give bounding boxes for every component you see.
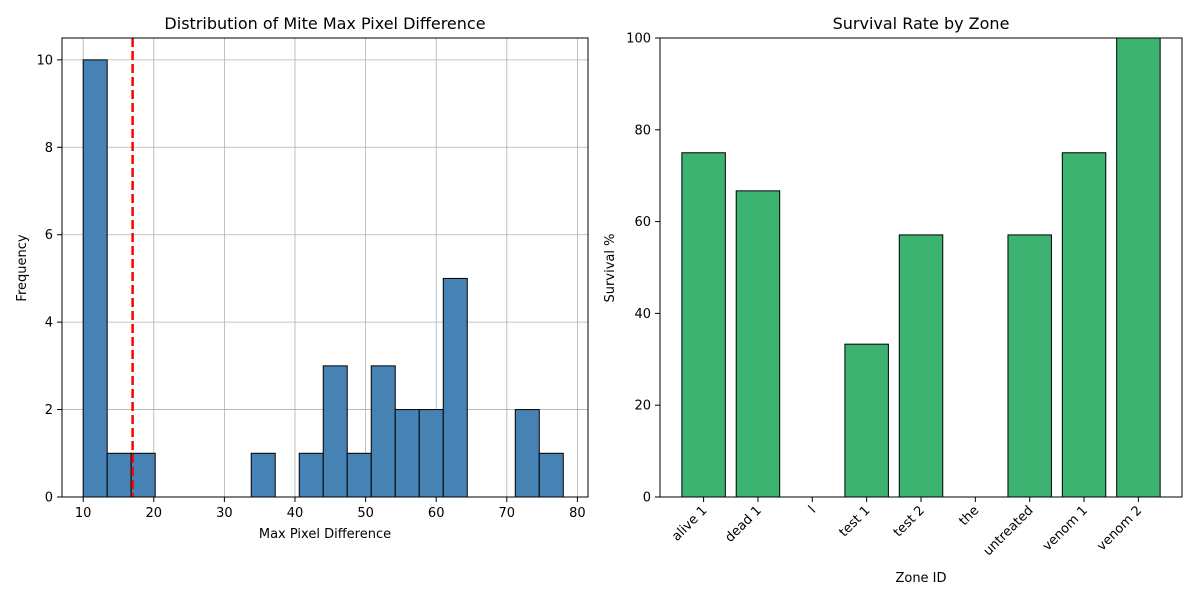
zone-tick-label: the — [956, 503, 982, 529]
histogram-bar — [250, 452, 276, 498]
survival-bar — [1061, 152, 1107, 498]
y-tick-label: 20 — [634, 399, 651, 414]
histogram-grid — [62, 38, 588, 498]
histogram-bar — [514, 409, 540, 498]
survival-title: Survival Rate by Zone — [833, 14, 1010, 33]
histogram-bar — [346, 452, 372, 498]
zone-tick-label: venom 1 — [1040, 503, 1091, 554]
survival-bar — [844, 343, 889, 498]
zone-tick-label: dead 1 — [722, 503, 764, 545]
y-tick-label: 60 — [634, 215, 651, 230]
histogram-bar — [130, 452, 156, 498]
histogram-bar — [538, 452, 564, 498]
y-tick-label: 6 — [45, 228, 53, 243]
y-tick-label: 4 — [45, 316, 53, 331]
survival-bar — [735, 190, 781, 498]
survival-xlabel: Zone ID — [895, 571, 946, 586]
histogram-ylabel: Frequency — [15, 234, 30, 301]
histogram-bar — [298, 452, 324, 498]
histogram-bar — [322, 365, 348, 498]
survival-ylabel: Survival % — [603, 234, 618, 303]
y-tick-label: 0 — [643, 491, 651, 506]
y-tick-label: 80 — [634, 123, 651, 138]
histogram-bar — [442, 277, 468, 498]
y-tick-label: 100 — [626, 32, 651, 47]
x-tick-label: 80 — [569, 506, 586, 521]
histogram-bar — [394, 409, 420, 498]
y-tick-label: 8 — [45, 141, 53, 156]
survival-bar — [681, 152, 726, 498]
histogram-bar — [106, 452, 132, 498]
y-tick-label: 2 — [45, 403, 53, 418]
survival-bars — [681, 37, 1161, 498]
y-tick-label: 0 — [45, 491, 53, 506]
survival-chart: Survival Rate by Zone alive 1 dead 1 l test… — [603, 14, 1183, 586]
histogram-ticks: 10 20 30 40 50 60 70 80 0 2 4 6 8 10 — [36, 53, 585, 521]
x-tick-label: 20 — [146, 506, 163, 521]
x-tick-label: 70 — [499, 506, 516, 521]
histogram-xlabel: Max Pixel Difference — [259, 527, 391, 542]
survival-bar — [1116, 37, 1161, 498]
histogram-bar — [82, 59, 108, 498]
histogram-bars — [82, 59, 564, 498]
survival-bar — [1007, 234, 1052, 498]
survival-bar — [898, 234, 944, 498]
zone-tick-label: venom 2 — [1094, 503, 1145, 554]
zone-tick-label: test 2 — [891, 503, 928, 540]
y-tick-label: 40 — [634, 307, 651, 322]
histogram-bar — [370, 365, 396, 498]
x-tick-label: 30 — [216, 506, 233, 521]
zone-tick-label: test 1 — [836, 503, 873, 540]
zone-tick-label: alive 1 — [669, 503, 710, 544]
x-tick-label: 60 — [428, 506, 445, 521]
histogram-chart: Distribution of Mite Max Pixel Differenc… — [15, 14, 589, 542]
zone-tick-label: l — [806, 503, 819, 516]
x-tick-label: 40 — [287, 506, 304, 521]
x-tick-label: 50 — [357, 506, 374, 521]
histogram-bar — [418, 409, 444, 498]
histogram-frame — [61, 37, 589, 498]
histogram-title: Distribution of Mite Max Pixel Differenc… — [164, 14, 485, 33]
zone-tick-label: untreated — [981, 503, 1037, 559]
y-tick-label: 10 — [36, 53, 53, 68]
x-tick-label: 10 — [75, 506, 92, 521]
